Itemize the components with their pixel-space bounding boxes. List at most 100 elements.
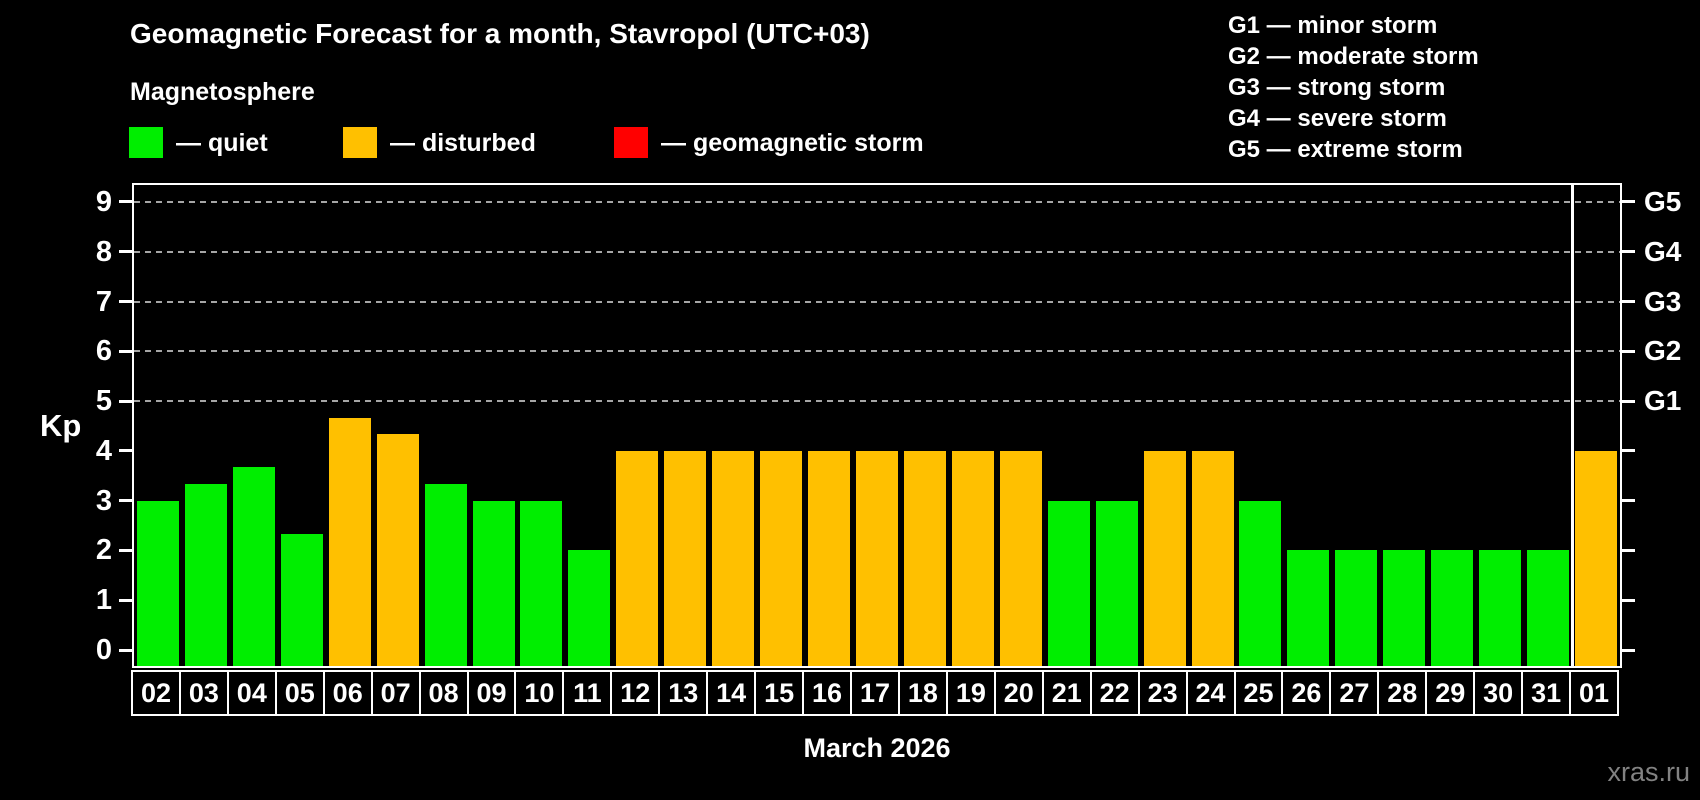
bar-day-30 [1479,550,1522,666]
bar-day-03 [184,484,227,666]
x-axis-day-cell-18: 18 [897,670,948,716]
bar-day-14 [712,450,755,666]
x-axis-day-cell-19: 19 [945,670,996,716]
y-axis-tick-label-9: 9 [95,185,112,218]
y-axis-tick-left-5 [119,399,132,403]
bar-day-29 [1431,550,1474,666]
y-axis-tick-label-3: 3 [95,484,112,517]
x-axis-day-cell-14: 14 [706,670,757,716]
x-axis-day-cell-29: 29 [1425,670,1476,716]
gridline-kp7 [134,300,1620,303]
y-axis-tick-label-6: 6 [95,335,112,368]
g-legend-line-g2: G2 — moderate storm [1228,43,1479,70]
x-axis-day-cell-09: 09 [466,670,517,716]
gridline-kp8 [134,250,1620,253]
legend-label-storm: — geomagnetic storm [661,129,924,157]
y-axis-tick-left-8 [119,250,132,254]
x-axis-day-cell-27: 27 [1329,670,1380,716]
y-axis-tick-right-9 [1622,200,1635,204]
bar-day-25 [1239,500,1282,666]
bar-day-24 [1191,450,1234,666]
x-axis-day-cell-13: 13 [658,670,709,716]
legend-swatch-disturbed [343,127,377,158]
bar-day-21 [1047,500,1090,666]
y-axis-label-kp: Kp [40,408,82,443]
month-separator-line [1570,185,1574,666]
x-axis-day-cell-02: 02 [131,670,181,716]
x-axis-day-cell-12: 12 [610,670,661,716]
bar-day-09 [472,500,515,666]
bar-day-16 [808,450,851,666]
y-axis-tick-right-2 [1622,548,1635,552]
y-axis-tick-label-7: 7 [95,285,112,318]
y-axis-tick-left-0 [119,648,132,652]
y-axis-tick-label-4: 4 [95,434,112,467]
y-axis-tick-right-5 [1622,399,1635,403]
x-axis-day-cell-05: 05 [274,670,325,716]
x-axis-day-cell-06: 06 [322,670,373,716]
g-scale-tick-label-g5: G5 [1644,185,1682,217]
x-axis-month-label: March 2026 [803,733,951,763]
bar-day-23 [1143,450,1186,666]
bar-day-08 [424,484,467,666]
bar-day-07 [376,434,419,666]
bar-day-19 [951,450,994,666]
x-axis-day-cell-28: 28 [1377,670,1428,716]
g-legend-line-g1: G1 — minor storm [1228,12,1438,39]
y-axis-tick-left-7 [119,300,132,304]
y-axis-tick-left-9 [119,200,132,204]
y-axis-tick-right-6 [1622,349,1635,353]
x-axis-day-cell-23: 23 [1137,670,1188,716]
y-axis-tick-left-6 [119,349,132,353]
g-scale-tick-label-g1: G1 [1644,385,1682,417]
x-axis-day-row: 02 03 04 05 06 07 08 09 10 11 12 13 14 15 16 17 18 19 20 21… [131,670,1626,716]
y-axis-tick-right-3 [1622,499,1635,503]
bar-day-11 [568,550,611,666]
x-axis-day-cell-31: 31 [1521,670,1572,716]
g-scale-tick-label-g2: G2 [1644,335,1682,367]
x-axis-day-cell-24: 24 [1185,670,1236,716]
g-legend-line-g4: G4 — severe storm [1228,105,1447,132]
y-axis-tick-right-4 [1622,449,1635,453]
y-axis-tick-left-1 [119,598,132,602]
x-axis-day-cell-26: 26 [1281,670,1332,716]
y-axis-tick-label-0: 0 [95,634,112,666]
x-axis-day-cell-11: 11 [562,670,613,716]
chart-subtitle: Magnetosphere [130,78,315,106]
watermark-text: xras.ru [1607,757,1690,787]
y-axis-tick-label-1: 1 [95,584,112,617]
y-axis-tick-left-4 [119,449,132,453]
x-axis-day-cell-08: 08 [418,670,469,716]
bar-day-18 [903,450,946,666]
legend-swatch-storm [614,127,648,158]
x-axis-day-cell-30: 30 [1473,670,1524,716]
bar-day-13 [664,450,707,666]
x-axis-day-cell-22: 22 [1089,670,1140,716]
legend-swatch-quiet [129,127,163,158]
bar-day-06 [328,417,371,666]
y-axis-tick-label-8: 8 [95,235,112,268]
y-axis-tick-label-2: 2 [95,534,112,567]
bar-day-10 [520,500,563,666]
x-axis-day-cell-01: 01 [1569,670,1619,716]
y-axis-tick-right-1 [1622,598,1635,602]
legend-label-disturbed: — disturbed [390,129,536,157]
x-axis-day-cell-15: 15 [754,670,805,716]
bar-day-27 [1335,550,1378,666]
y-axis-tick-left-2 [119,548,132,552]
bar-day-12 [616,450,659,666]
x-axis-day-cell-16: 16 [802,670,853,716]
g-scale-legend: G1 — minor storm G2 — moderate storm G3 … [1228,10,1479,165]
x-axis-day-cell-07: 07 [370,670,421,716]
chart-title: Geomagnetic Forecast for a month, Stavro… [130,18,870,49]
gridline-kp5 [134,400,1620,403]
x-axis-day-cell-04: 04 [226,670,277,716]
g-legend-line-g3: G3 — strong storm [1228,74,1446,101]
y-axis-tick-label-5: 5 [95,385,112,418]
gridline-kp6 [134,350,1620,353]
bar-day-02 [136,500,179,666]
bar-day-22 [1095,500,1138,666]
bar-day-04 [232,467,275,666]
gridline-kp9 [134,200,1620,203]
g-legend-line-g5: G5 — extreme storm [1228,136,1463,163]
